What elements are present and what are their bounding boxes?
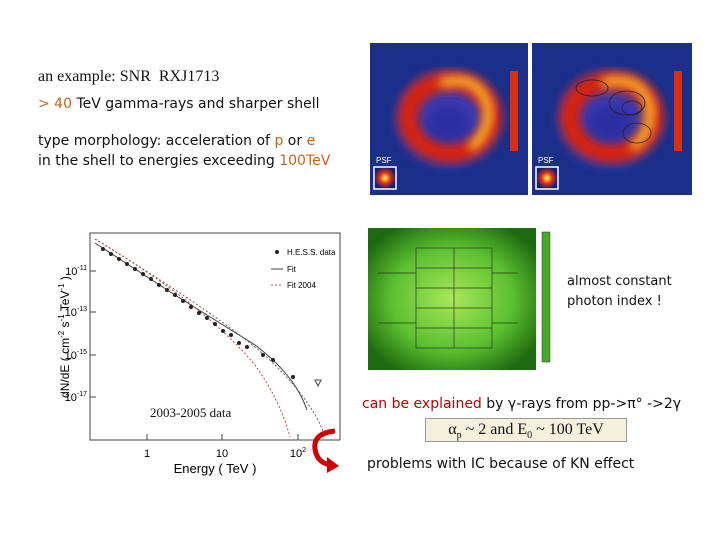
text: type morphology: acceleration of <box>38 133 270 149</box>
label-part: TeV <box>58 291 72 315</box>
energy-threshold: > 40 <box>38 96 72 112</box>
label-part: s <box>58 321 72 330</box>
y-axis-label: dN/dE ( cm-2 s-1 TeV-1 ) <box>57 276 72 398</box>
spectrum-plot: H.E.S.S. data Fit Fit 2004 10-11 10-13 1… <box>57 232 341 476</box>
arrow <box>312 428 339 473</box>
y-tick-label: 10-15 <box>65 349 87 362</box>
formula-part: α <box>448 421 457 438</box>
tick-base: 10 <box>65 392 77 404</box>
title-prefix: an example: SNR <box>38 68 151 85</box>
psf-label: PSF <box>376 156 392 165</box>
label-part: dN/dE ( cm <box>58 338 72 398</box>
formula-sub: 0 <box>527 430 533 442</box>
label-exp: -2 <box>57 330 66 338</box>
formula-sub: p <box>456 430 462 442</box>
x-tick-label: 1 <box>144 448 150 460</box>
tick-base: 10 <box>65 307 77 319</box>
formula-part: ~ 2 and E <box>461 421 528 438</box>
text: or <box>287 133 303 149</box>
formula: αp ~ 2 and E0 ~ 100 TeV <box>425 418 627 442</box>
y-tick-label: 10-11 <box>65 265 87 278</box>
tick-base: 10 <box>65 266 77 278</box>
tick-exp: -11 <box>77 265 87 272</box>
x-axis-label: Energy ( TeV ) <box>174 461 257 476</box>
label-exp: -1 <box>57 314 66 322</box>
tick-exp: -17 <box>77 391 87 398</box>
sky-map-left: PSF <box>370 43 528 195</box>
tick-base: 10 <box>216 448 228 460</box>
legend-entry: Fit 2004 <box>287 281 316 290</box>
data-note: 2003-2005 data <box>150 405 232 420</box>
explanation: can be explained by γ-rays from pp->π° -… <box>362 396 681 412</box>
energy: 100TeV <box>279 153 331 169</box>
label-part: ) <box>58 276 72 283</box>
tick-exp: 2 <box>302 447 306 454</box>
index-note: almost constant <box>567 274 672 289</box>
y-tick-label: 10-17 <box>65 391 87 404</box>
x-tick-label: 10 <box>216 448 228 460</box>
sky-map-right: PSF <box>532 43 692 195</box>
tick-base: 1 <box>144 448 150 460</box>
tick-base: 10 <box>290 448 302 460</box>
index-map <box>368 228 551 370</box>
particle: p <box>274 133 284 149</box>
tick-base: 10 <box>65 350 77 362</box>
title-name: RXJ1713 <box>158 68 220 85</box>
sky-maps: PSF PSF <box>370 43 692 195</box>
text: in the shell to energies exceeding <box>38 153 275 169</box>
legend-entry: Fit <box>287 265 297 274</box>
formula-part: ~ 100 TeV <box>532 421 604 438</box>
problems-note: problems with IC because of KN effect <box>367 456 635 472</box>
label-exp: -1 <box>57 283 66 291</box>
description-line: type morphology: acceleration of p or e <box>38 133 315 149</box>
explanation-lead: can be explained <box>362 396 482 412</box>
description-line: > 40 TeV gamma-rays and sharper shell <box>38 96 320 112</box>
slide-title: an example: SNR RXJ1713 <box>38 68 219 86</box>
explanation-rest: by γ-rays from pp->π° ->2γ <box>486 396 682 412</box>
particle: e <box>306 133 316 149</box>
psf-label: PSF <box>538 156 554 165</box>
index-note: photon index ! <box>567 294 662 309</box>
tick-exp: -15 <box>77 349 87 356</box>
tick-exp: -13 <box>77 306 87 313</box>
text: TeV gamma-rays and sharper shell <box>76 96 320 112</box>
description-line: in the shell to energies exceeding 100Te… <box>38 153 330 169</box>
y-tick-label: 10-13 <box>65 306 87 319</box>
x-tick-label: 102 <box>290 447 306 460</box>
legend-entry: H.E.S.S. data <box>287 248 336 257</box>
